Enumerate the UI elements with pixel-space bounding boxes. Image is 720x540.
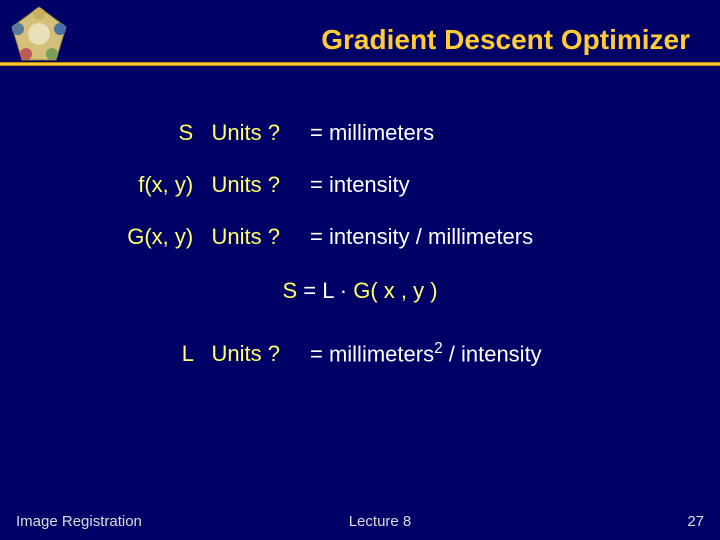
units-row-f: f(x, y) Units ? = intensity: [0, 172, 720, 198]
slide-title: Gradient Descent Optimizer: [0, 24, 700, 56]
equation: S = L · G( x , y ): [0, 278, 720, 304]
units-row-l: L Units ? = millimeters2 / intensity: [0, 340, 720, 367]
row-lhs: G(x, y) Units ?: [0, 224, 310, 250]
equation-mid: = L ·: [297, 278, 353, 303]
row-lhs: f(x, y) Units ?: [0, 172, 310, 198]
equation-s: S: [282, 278, 297, 303]
row-rhs: = intensity: [310, 172, 410, 198]
row-rhs: = millimeters2 / intensity: [310, 340, 542, 367]
row-lhs: S Units ?: [0, 120, 310, 146]
footer-right: 27: [687, 513, 704, 530]
row-rhs: = millimeters: [310, 120, 434, 146]
equation-g: G( x , y ): [353, 278, 437, 303]
rhs-post: / intensity: [443, 341, 542, 366]
units-row-s: S Units ? = millimeters: [0, 120, 720, 146]
title-underline: [0, 62, 720, 66]
row-lhs: L Units ?: [0, 341, 310, 367]
rhs-sup: 2: [434, 340, 443, 357]
units-row-g: G(x, y) Units ? = intensity / millimeter…: [0, 224, 720, 250]
slide-header: Gradient Descent Optimizer: [0, 0, 720, 78]
row-rhs: = intensity / millimeters: [310, 224, 533, 250]
slide-content: S Units ? = millimeters f(x, y) Units ? …: [0, 120, 720, 490]
footer-center: Lecture 8: [0, 513, 720, 530]
rhs-pre: = millimeters: [310, 341, 434, 366]
slide-footer: Image Registration Lecture 8 27: [0, 500, 720, 530]
